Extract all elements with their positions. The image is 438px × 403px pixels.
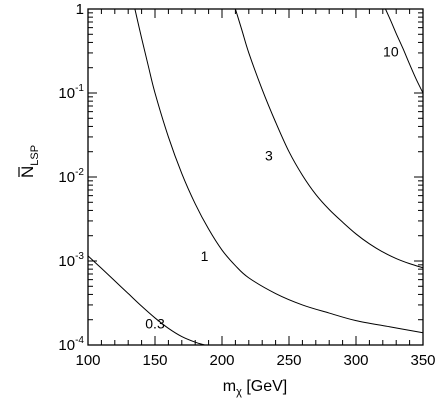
- curve-1: [134, 8, 424, 334]
- y-tick-label-base: 10: [58, 253, 75, 270]
- y-tick-label-base: 1: [76, 1, 84, 18]
- y-tick-label-base: 10: [58, 337, 75, 354]
- y-tick-label-base: 10: [58, 169, 75, 186]
- svg-text:NLSP: NLSP: [18, 145, 41, 178]
- x-tick-label: 200: [209, 352, 234, 369]
- y-tick-label-exponent: -3: [75, 251, 84, 262]
- curve-label: 0.3: [145, 316, 165, 332]
- y-tick-label-exponent: -2: [75, 167, 84, 178]
- plot-frame: [87, 8, 424, 346]
- y-axis-title-sub: LSP: [29, 145, 41, 166]
- curve-10: [385, 8, 424, 94]
- curve-label: 10: [383, 44, 399, 60]
- y-tick-label: 10-1: [58, 83, 84, 102]
- x-axis-title-sub: χ: [236, 386, 242, 398]
- y-tick-label-exponent: -1: [75, 83, 84, 94]
- y-axis-title-main: N: [18, 166, 37, 178]
- curve-label: 1: [201, 248, 209, 264]
- x-tick-label: 150: [142, 352, 167, 369]
- curve-0.3: [87, 255, 205, 346]
- y-axis-title: NLSP: [18, 145, 41, 178]
- x-tick-label: 100: [75, 352, 100, 369]
- x-tick-label: 300: [343, 352, 368, 369]
- curve-3: [234, 8, 424, 269]
- y-tick-label: 10-2: [58, 167, 84, 186]
- x-tick-label: 350: [410, 352, 435, 369]
- curve-label: 3: [265, 148, 273, 164]
- y-tick-label: 1: [76, 1, 84, 18]
- y-tick-label-exponent: -4: [75, 335, 84, 346]
- x-axis-title: mχ [GeV]: [223, 378, 287, 398]
- curves: 0.3 1 3 10: [87, 8, 424, 346]
- x-axis-title-main: m: [223, 378, 236, 395]
- y-tick-label: 10-3: [58, 251, 84, 270]
- y-tick-label: 10-4: [58, 335, 84, 354]
- x-axis-title-unit: [GeV]: [242, 378, 287, 395]
- x-tick-label: 250: [276, 352, 301, 369]
- y-tick-label-base: 10: [58, 85, 75, 102]
